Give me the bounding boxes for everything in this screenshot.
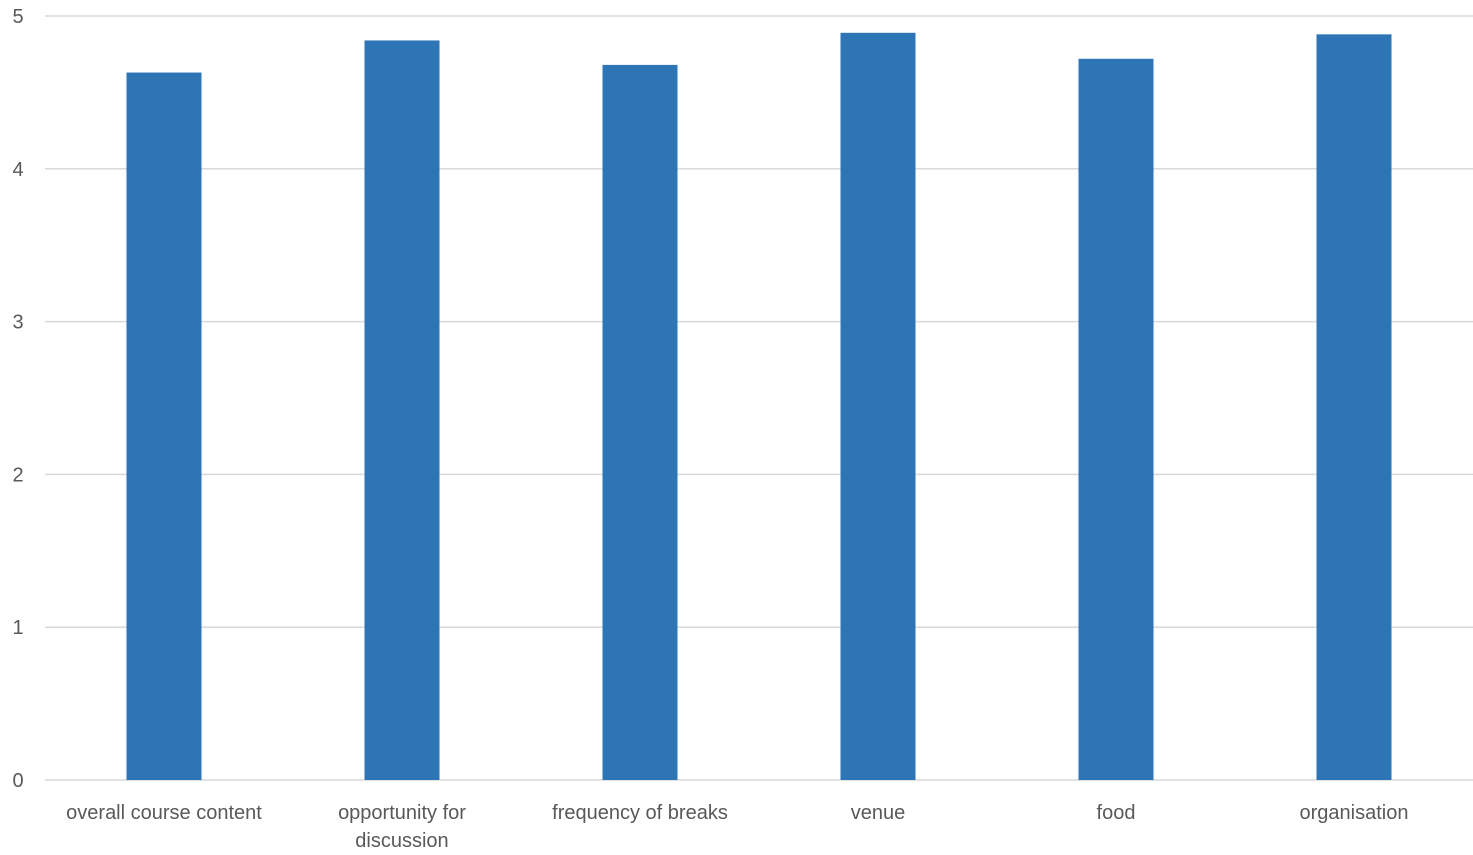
x-category-label: organisation (1300, 802, 1409, 824)
bar (840, 32, 916, 781)
bar (1316, 34, 1392, 780)
x-axis: overall course content opportunity for dis… (66, 802, 1408, 852)
bar (1078, 58, 1154, 781)
y-tick-label: 5 (12, 6, 23, 28)
y-tick-label: 1 (12, 617, 23, 639)
y-axis: 0 1 2 3 4 5 (12, 6, 23, 792)
bar (364, 40, 440, 780)
x-category-label-line: discussion (355, 830, 448, 852)
x-category-label-line: food (1097, 802, 1136, 824)
x-category-label: venue (851, 802, 906, 824)
x-category-label-line: opportunity for (338, 802, 466, 824)
bar (126, 72, 202, 780)
x-category-label-line: overall course content (66, 802, 262, 824)
y-tick-label: 0 (12, 770, 23, 792)
x-category-label: food (1097, 802, 1136, 824)
y-tick-label: 4 (12, 159, 23, 181)
x-category-label: frequency of breaks (552, 802, 728, 824)
x-category-label-line: venue (851, 802, 906, 824)
x-category-label-line: organisation (1300, 802, 1409, 824)
x-category-label-line: frequency of breaks (552, 802, 728, 824)
bars (126, 32, 1392, 781)
gridlines (45, 15, 1473, 781)
bar (602, 64, 678, 781)
y-tick-label: 3 (12, 312, 23, 334)
x-category-label: overall course content (66, 802, 262, 824)
x-category-label: opportunity for discussion (338, 802, 466, 852)
y-tick-label: 2 (12, 464, 23, 486)
